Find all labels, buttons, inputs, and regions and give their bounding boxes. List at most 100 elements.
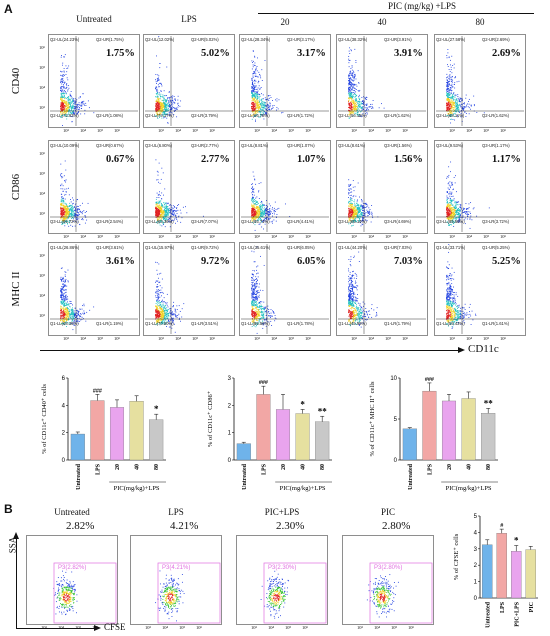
bar — [422, 390, 437, 461]
quadrant-ur-label: Q2-UR(5.02%) — [191, 37, 219, 42]
x-tick-label: 10⁶ — [114, 128, 121, 133]
bar — [525, 549, 536, 599]
x-tick-label: 10³ — [158, 234, 164, 239]
bar-chart-2: 0 5 10 Untreated ### LPS 20 40 ** 80 % of CD11c⁺ M… — [369, 376, 498, 492]
gate-label: P3(2.80%) — [374, 565, 403, 571]
x-tick-label: 10⁵ — [192, 128, 199, 133]
x-tick-label: 10³ — [254, 234, 260, 239]
cfse-flow-plot — [236, 535, 328, 625]
flow-plot — [143, 140, 235, 234]
x-tick-label: 10⁶ — [402, 336, 409, 341]
quadrant-percent: 5.25% — [492, 256, 521, 267]
cd11c-axis-line — [40, 350, 460, 351]
y-tick-label: 0 — [474, 596, 478, 602]
x-tick-label: 10³ — [351, 128, 357, 133]
quadrant-ul-label: Q1-UL(35.61%) — [241, 245, 271, 250]
quadrant-ul-label: Q3-UL(6.80%) — [145, 143, 172, 148]
dose-header: PIC (mg/kg) +LPS — [387, 1, 457, 11]
bar — [90, 400, 105, 461]
quadrant-ul-label: Q3-UL(8.81%) — [241, 143, 268, 148]
x-tick-label: 10⁶ — [305, 234, 312, 239]
x-tick-label: 10⁶ — [209, 234, 216, 239]
flow-plot — [434, 140, 526, 234]
x-tick-label: 10⁶ — [114, 234, 121, 239]
x-tick-label: 10³ — [158, 336, 164, 341]
gate-label: P3(4.21%) — [162, 565, 191, 571]
significance-mark: ** — [484, 398, 494, 408]
x-tick-label: 10⁶ — [209, 128, 216, 133]
quadrant-lr-label: Q2-LR(3.79%) — [191, 113, 218, 118]
y-tick-label: 5 — [474, 514, 478, 520]
quadrant-ur-label: Q3-UR(1.17%) — [482, 143, 510, 148]
quadrant-ll-label: Q1-LL(68.35%) — [50, 321, 79, 326]
x-tick-label: 10⁵ — [288, 128, 295, 133]
column-header-1: LPS — [181, 14, 197, 24]
y-axis-label: % of CFSE⁺ cells — [453, 533, 460, 580]
significance-mark: ** — [318, 406, 328, 416]
x-tick-label: 10⁶ — [209, 336, 216, 341]
cfse-column-header-0: Untreated — [54, 507, 90, 517]
y-tick-label: 10⁶ — [39, 45, 46, 50]
y-tick-label: 10⁵ — [39, 171, 46, 176]
quadrant-ll-label: Q3-LL(85.71%) — [241, 219, 270, 224]
bar — [461, 398, 476, 461]
quadrant-ul-label: Q1-UL(15.97%) — [145, 245, 175, 250]
quadrant-ll-label: Q1-LL(56.56%) — [241, 321, 270, 326]
x-tick-label: 10⁴ — [80, 234, 87, 239]
cfse-column-header-3: PIC — [380, 507, 395, 517]
quadrant-ll-label: Q2-LL(68.11%) — [436, 113, 465, 118]
quadrant-ur-label: Q1-UR(6.05%) — [287, 245, 315, 250]
category-label: LPS — [500, 601, 506, 613]
gate-label: P3(2.30%) — [268, 565, 297, 571]
quadrant-lr-label: Q1-LR(1.61%) — [482, 321, 509, 326]
x-tick-label: 10⁵ — [75, 625, 81, 630]
x-tick-label: 10³ — [145, 625, 151, 630]
quadrant-ul-label: Q1-UL(33.71%) — [436, 245, 466, 250]
bar — [481, 413, 496, 461]
flow-plot — [434, 34, 526, 128]
category-label: 20 — [115, 464, 121, 470]
x-tick-label: 10⁴ — [466, 234, 473, 239]
x-tick-label: 10⁵ — [483, 128, 490, 133]
x-tick-label: 10⁵ — [192, 234, 199, 239]
significance-mark: * — [514, 536, 519, 546]
y-tick-label: 5 — [394, 417, 398, 423]
y-tick-label: 10⁶ — [39, 151, 46, 156]
quadrant-percent: 3.17% — [297, 48, 326, 59]
quadrant-percent: 0.67% — [106, 154, 135, 165]
x-tick-label: 10⁵ — [391, 625, 398, 630]
column-header-3: 40 — [377, 17, 387, 27]
quadrant-lr-label: Q3-LR(7.07%) — [191, 219, 218, 224]
ssa-arrow-icon — [13, 532, 19, 539]
quadrant-lr-label: Q2-LR(1.08%) — [96, 113, 123, 118]
quadrant-percent: 3.61% — [106, 256, 135, 267]
column-header-4: 80 — [475, 17, 485, 27]
flow-plot — [239, 242, 331, 336]
cfse-percent: 2.30% — [276, 520, 305, 532]
x-tick-label: 10⁴ — [271, 128, 278, 133]
quadrant-percent: 2.77% — [201, 154, 230, 165]
flow-plot — [48, 140, 140, 234]
category-label: 40 — [135, 464, 141, 470]
cfse-flow-plot — [130, 535, 222, 625]
y-tick-label: 2 — [62, 431, 66, 437]
x-tick-label: 10⁶ — [305, 336, 312, 341]
quadrant-ll-label: Q1-LL(59.43%) — [436, 321, 465, 326]
x-tick-label: 10⁴ — [271, 234, 278, 239]
quadrant-ul-label: Q2-UL(12.02%) — [145, 37, 175, 42]
p3-gate — [157, 562, 221, 624]
category-label: LPS — [261, 463, 267, 475]
y-axis-label: % of CD11c⁺ MHC II⁺ cells — [369, 381, 376, 457]
quadrant-ul-label: Q3-UL(8.61%) — [338, 143, 365, 148]
p3-gate — [53, 562, 117, 624]
y-tick-label: 0 — [62, 458, 66, 464]
y-tick-label: 2 — [228, 403, 232, 409]
quadrant-ur-label: Q2-UR(2.69%) — [482, 37, 510, 42]
gate-label: P3(2.82%) — [58, 565, 87, 571]
x-tick-label: 10⁵ — [192, 336, 199, 341]
bar — [295, 413, 310, 461]
x-group-label: PIC(mg/kg)+LPS — [446, 485, 492, 492]
x-tick-label: 10⁴ — [80, 336, 87, 341]
x-tick-label: 10⁵ — [385, 234, 392, 239]
x-tick-label: 10⁴ — [175, 336, 182, 341]
